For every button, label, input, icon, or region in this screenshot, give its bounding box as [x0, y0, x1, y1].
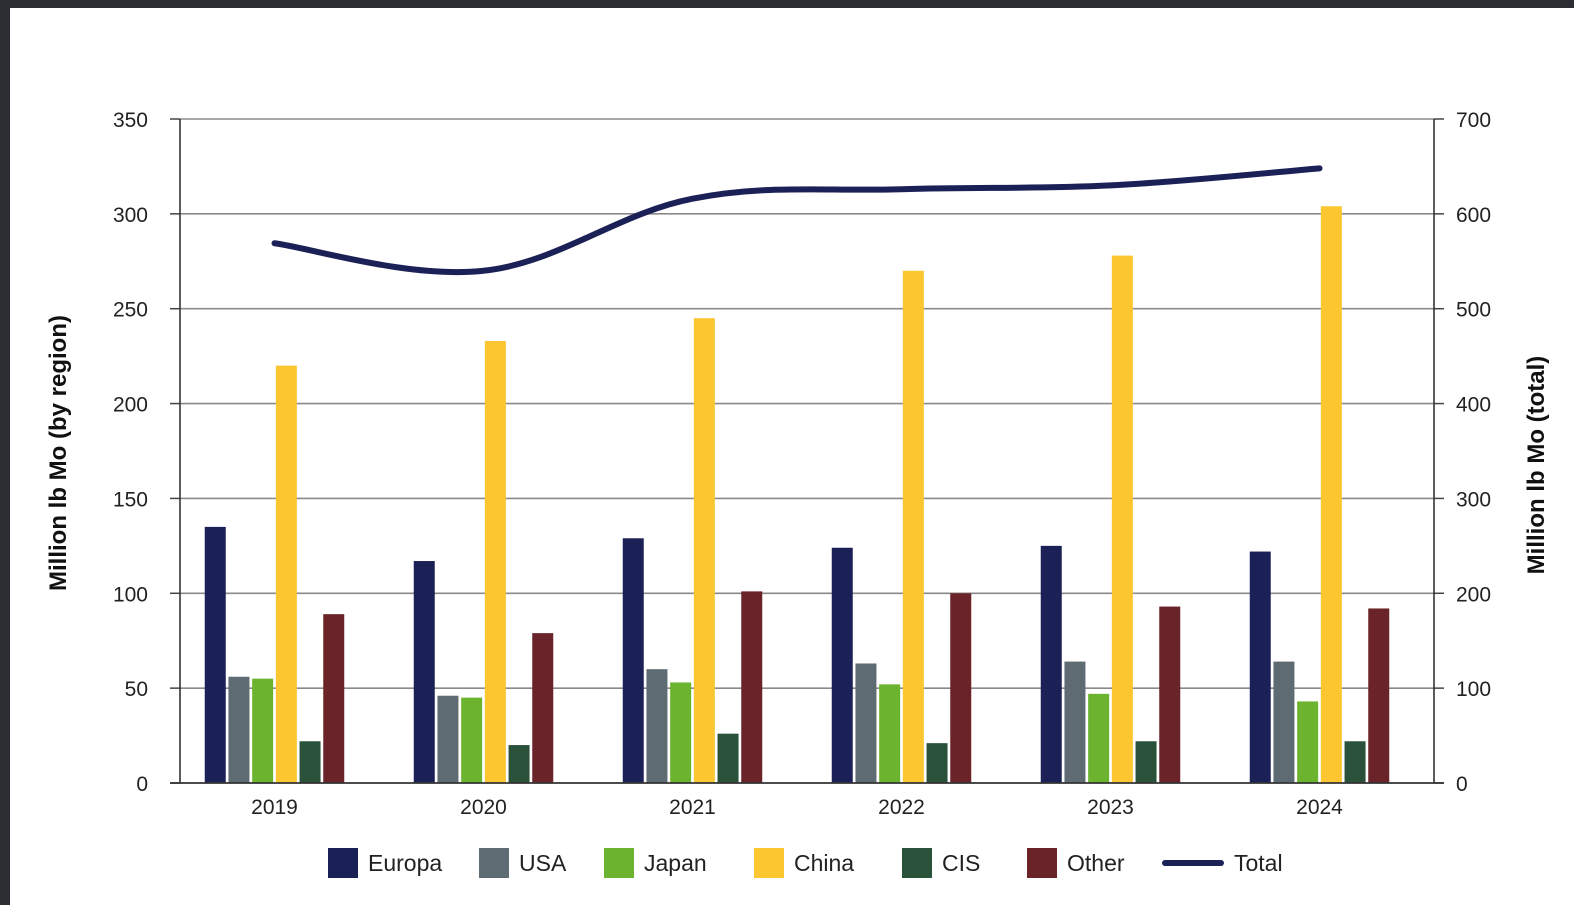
bar-other-2024	[1368, 608, 1390, 783]
right-tick-label: 600	[1456, 204, 1491, 227]
left-tick-label: 150	[113, 488, 148, 511]
right-tick-label: 200	[1456, 583, 1491, 606]
bar-cis-2019	[299, 741, 321, 783]
legend-item-other: Other	[1027, 848, 1125, 878]
legend-swatch	[479, 848, 509, 878]
bar-usa-2020	[437, 695, 459, 783]
axes	[170, 118, 1444, 784]
legend-item-china: China	[754, 848, 854, 878]
legend: Europa USA Japan China CIS Other Total	[328, 848, 1283, 878]
left-tick-label: 50	[125, 678, 148, 701]
bar-china-2019	[275, 365, 297, 783]
bar-japan-2022	[879, 684, 901, 783]
right-tick-labels: 0 100 200 300 400 500 600 700	[1456, 109, 1491, 796]
left-axis-title: Million lb Mo (by region)	[45, 315, 72, 591]
category-label: 2022	[878, 796, 925, 819]
left-tick-label: 350	[113, 109, 148, 132]
legend-label: Japan	[644, 850, 707, 876]
legend-item-japan: Japan	[604, 848, 707, 878]
chart-panel: 0 50 100 150 200 250 300 350 0 100 200 300 400 500 60…	[10, 8, 1574, 905]
legend-label: China	[794, 850, 854, 876]
bar-china-2020	[484, 340, 506, 783]
left-tick-label: 0	[136, 773, 148, 796]
left-tick-label: 250	[113, 299, 148, 322]
bar-line-chart: 0 50 100 150 200 250 300 350 0 100 200 300 400 500 60…	[45, 109, 1550, 878]
legend-label: Europa	[368, 850, 442, 876]
bar-china-2022	[902, 270, 924, 783]
right-axis-title: Million lb Mo (total)	[1523, 356, 1550, 575]
bar-cis-2022	[926, 743, 948, 783]
bar-usa-2021	[646, 669, 668, 783]
category-label: 2024	[1296, 796, 1343, 819]
bar-usa-2022	[855, 663, 877, 783]
legend-item-cis: CIS	[902, 848, 980, 878]
legend-swatch	[902, 848, 932, 878]
bar-other-2022	[950, 593, 972, 783]
legend-label: CIS	[942, 850, 980, 876]
bar-europa-2020	[413, 561, 435, 783]
bar-japan-2024	[1297, 701, 1319, 783]
left-tick-label: 100	[113, 583, 148, 606]
legend-label: Other	[1067, 850, 1125, 876]
right-tick-label: 700	[1456, 109, 1491, 132]
category-label: 2019	[251, 796, 298, 819]
bar-europa-2022	[831, 547, 853, 783]
total-line	[271, 165, 1323, 276]
right-tick-label: 300	[1456, 488, 1491, 511]
bar-other-2020	[532, 633, 554, 783]
legend-swatch	[754, 848, 784, 878]
category-label: 2023	[1087, 796, 1134, 819]
left-tick-label: 200	[113, 394, 148, 417]
bar-cis-2023	[1135, 741, 1157, 783]
bar-other-2019	[323, 614, 345, 783]
bar-japan-2019	[252, 678, 274, 783]
legend-item-europa: Europa	[328, 848, 442, 878]
bar-japan-2023	[1088, 693, 1110, 783]
bar-europa-2021	[622, 538, 644, 783]
bar-groups	[204, 206, 1390, 784]
bar-other-2023	[1159, 606, 1181, 783]
bar-china-2021	[693, 318, 715, 783]
bar-cis-2024	[1344, 741, 1366, 783]
right-tick-label: 400	[1456, 394, 1491, 417]
gridlines	[180, 118, 1434, 689]
category-labels: 2019 2020 2021 2022 2023 2024	[251, 796, 1343, 819]
legend-swatch	[604, 848, 634, 878]
bar-usa-2023	[1064, 661, 1086, 783]
bar-usa-2019	[228, 676, 250, 783]
category-label: 2021	[669, 796, 716, 819]
legend-label: Total	[1234, 850, 1283, 876]
legend-swatch	[1027, 848, 1057, 878]
bar-japan-2021	[670, 682, 692, 783]
bar-usa-2024	[1273, 661, 1295, 783]
bar-china-2024	[1320, 206, 1342, 784]
legend-label: USA	[519, 850, 567, 876]
right-tick-label: 500	[1456, 299, 1491, 322]
bar-europa-2023	[1040, 545, 1062, 783]
legend-swatch	[328, 848, 358, 878]
bar-china-2023	[1111, 255, 1133, 783]
left-tick-labels: 0 50 100 150 200 250 300 350	[113, 109, 148, 796]
category-label: 2020	[460, 796, 507, 819]
bar-europa-2024	[1249, 551, 1271, 783]
bar-cis-2021	[717, 733, 739, 783]
left-tick-label: 300	[113, 204, 148, 227]
legend-item-total: Total	[1162, 850, 1283, 876]
right-tick-label: 0	[1456, 773, 1468, 796]
bar-cis-2020	[508, 745, 530, 783]
bar-japan-2020	[461, 697, 483, 783]
bar-europa-2019	[204, 526, 226, 783]
legend-item-usa: USA	[479, 848, 567, 878]
right-tick-label: 100	[1456, 678, 1491, 701]
bar-other-2021	[741, 591, 763, 783]
total-line-layer	[271, 165, 1323, 276]
